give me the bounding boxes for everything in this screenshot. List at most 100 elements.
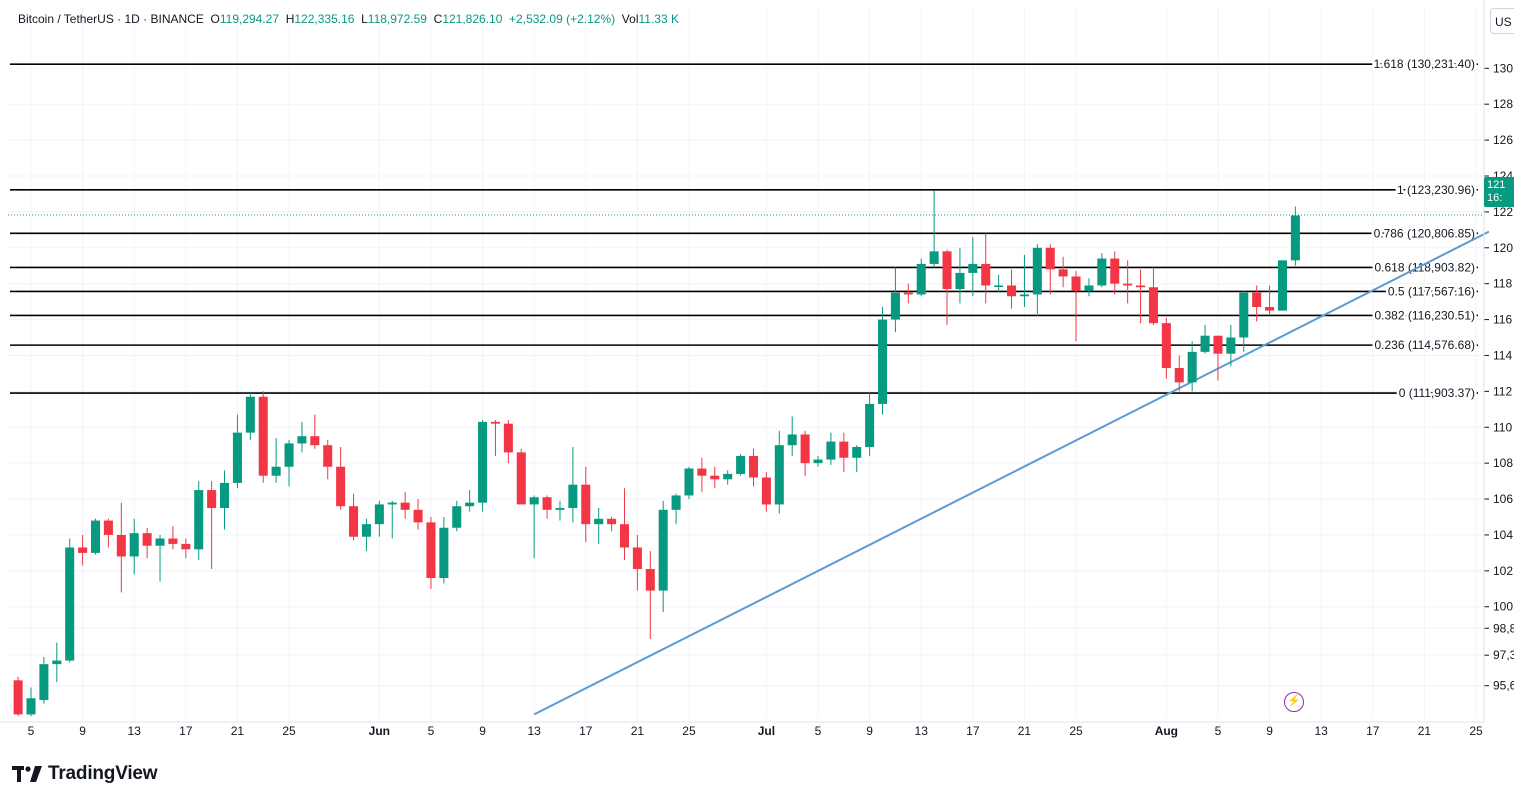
candle-body [336, 466, 346, 507]
y-tick-label: 114 [1493, 348, 1512, 362]
x-tick-label: 21 [1418, 724, 1432, 738]
candle-body [1239, 292, 1249, 338]
trend-layer [533, 230, 1490, 716]
candle-body [632, 547, 642, 570]
candle-body [671, 495, 681, 510]
y-tick-label: 108 [1493, 456, 1513, 470]
y-tick-label: 97,3 [1493, 648, 1514, 662]
last-price-value: 121 [1487, 179, 1506, 191]
y-tick-label: 100 [1493, 600, 1513, 614]
candle-body [1123, 283, 1133, 286]
y-tick-label: 130 [1493, 61, 1513, 75]
candle-body [503, 423, 513, 453]
candle-body [207, 490, 217, 509]
axis-layer: 1301281261241221201181161141121101081061… [0, 0, 1514, 738]
grid-layer [8, 6, 1484, 718]
candle-body [39, 664, 49, 701]
x-tick-label: 13 [915, 724, 929, 738]
candle-body [13, 680, 23, 715]
fib-level-label: 0.382 (116,230.51) [1374, 308, 1475, 322]
fib-level-label: 1.618 (130,231.40) [1374, 57, 1475, 71]
candle-body [374, 504, 384, 525]
candle-body [284, 443, 294, 467]
x-tick-label: 25 [1469, 724, 1483, 738]
y-tick-label: 104 [1493, 528, 1513, 542]
symbol-legend: Bitcoin / TetherUS · 1D · BINANCE O119,2… [18, 12, 679, 26]
y-tick-label: 106 [1493, 492, 1513, 506]
candle-body [1071, 276, 1081, 291]
legend-high-value: 122,335.16 [294, 12, 355, 26]
bar-countdown: 16: [1487, 192, 1503, 204]
candle-body [142, 533, 152, 546]
candle-body [387, 502, 397, 505]
candle-body [220, 482, 230, 509]
candle-body [490, 421, 500, 424]
x-tick-label: 17 [1366, 724, 1380, 738]
fib-level-label: 0 (111,903.37) [1399, 386, 1475, 400]
candle-body [1174, 368, 1184, 383]
legend-low-label: L [361, 12, 368, 26]
x-tick-label: 13 [1314, 724, 1328, 738]
candle-body [748, 455, 759, 478]
candle-body [1097, 258, 1107, 286]
candle-body [271, 466, 281, 476]
legend-open-value: 119,294.27 [219, 12, 280, 26]
candle-body [710, 475, 720, 480]
last-price-tag: 121 16: [1484, 177, 1514, 207]
y-tick-label: 128 [1493, 97, 1513, 111]
candle-body [1136, 285, 1146, 288]
x-tick-label: 21 [231, 724, 245, 738]
candle-body [619, 524, 629, 548]
candle-body [78, 547, 88, 553]
fib-layer: 1.618 (130,231.40) 1 (123,230.96) 0.786 (1… [8, 55, 1484, 403]
legend-change: +2,532.09 (+2.12%) [509, 12, 616, 26]
candle-body [529, 497, 539, 505]
candle-layer [13, 190, 1300, 717]
candle-body [52, 660, 62, 665]
x-tick-label: 25 [1069, 724, 1083, 738]
legend-volume-label: Vol [621, 12, 639, 26]
candle-body [826, 441, 836, 460]
candle-body [607, 518, 617, 525]
candle-body [890, 292, 900, 320]
candle-body [955, 272, 965, 290]
candle-body [478, 421, 488, 503]
candle-body [323, 445, 333, 467]
candle-body [1226, 337, 1236, 354]
candle-body [116, 534, 126, 557]
x-tick-label: 17 [966, 724, 980, 738]
candle-body [26, 698, 36, 715]
fib-level-label: 0.618 (118,903.82) [1374, 260, 1475, 274]
fib-level-label: 0.786 (120,806.85) [1374, 226, 1475, 240]
candle-body [658, 509, 668, 591]
legend-symbol[interactable]: Bitcoin / TetherUS · 1D · BINANCE [18, 12, 204, 26]
candle-body [723, 473, 733, 480]
candle-body [813, 459, 823, 464]
currency-button[interactable]: US [1490, 8, 1514, 34]
x-tick-label: Jun [369, 724, 390, 738]
x-tick-label: 9 [1266, 724, 1273, 738]
tradingview-logo[interactable]: TradingView [12, 763, 158, 785]
candle-body [194, 490, 204, 550]
candle-body [645, 569, 655, 591]
x-tick-label: 25 [282, 724, 296, 738]
candle-body [465, 502, 475, 507]
candle-body [1290, 215, 1300, 261]
flash-icon[interactable]: ⚡ [1284, 692, 1304, 712]
candle-body [400, 502, 410, 510]
candle-body [1007, 285, 1017, 297]
candle-body [181, 543, 191, 550]
candle-body [684, 468, 694, 496]
y-tick-label: 120 [1493, 241, 1513, 255]
y-tick-label: 112 [1493, 384, 1512, 398]
candle-body [452, 506, 462, 528]
fib-level-label: 0.5 (117,567.16) [1388, 284, 1475, 298]
legend-volume-value: 11.33 K [638, 12, 679, 26]
candle-body [839, 441, 849, 458]
x-tick-label: 17 [579, 724, 593, 738]
y-tick-label: 95,6 [1493, 679, 1514, 693]
y-tick-label: 122 [1493, 205, 1513, 219]
y-tick-label: 98,8 [1493, 621, 1514, 635]
